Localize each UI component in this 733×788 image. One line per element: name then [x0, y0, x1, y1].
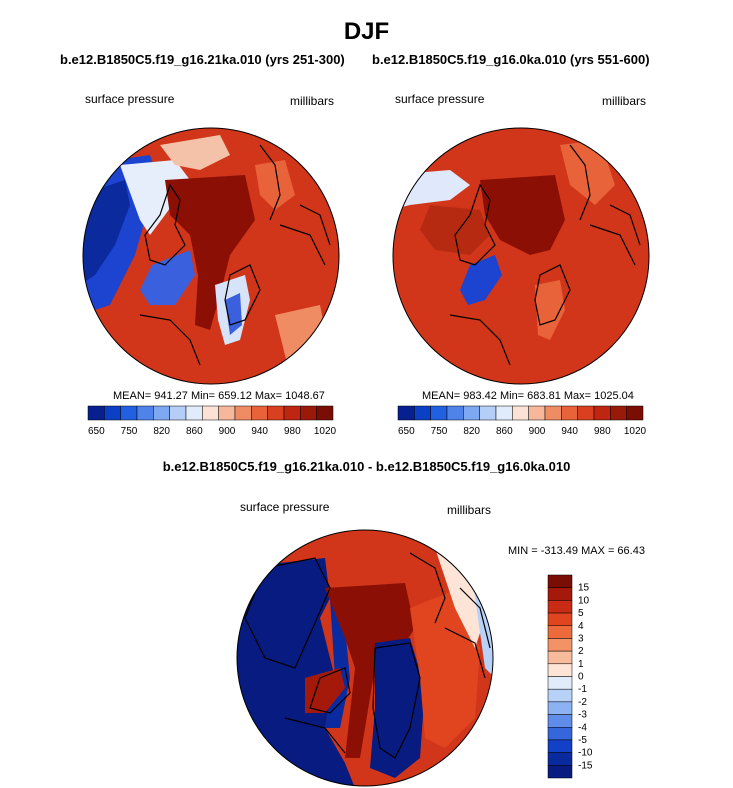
panel-2-colorbar: 650 750 820 860 900 940 980 1020: [397, 405, 647, 437]
panel-1-colorbar-box-7: [202, 405, 219, 421]
panel-1-colorbar-box-4: [153, 405, 170, 421]
panel-1-colorbar-box-6: [185, 405, 203, 421]
panel-2-colorbar-box-0: [397, 405, 415, 421]
panel-2-colorbar-box-9: [544, 405, 562, 421]
difference-colorbar-box-14: [547, 752, 573, 766]
difference-colorbar-box-2: [547, 600, 573, 614]
panel-2-colorbar-box-6: [495, 405, 513, 421]
difference-colorbar-tick-7: 0: [578, 672, 584, 683]
panel-1-colorbar-box-3: [136, 405, 154, 421]
panel-2-colorbar-tick-3: 860: [496, 426, 513, 437]
panel-1-title: b.e12.B1850C5.f19_g16.21ka.010 (yrs 251-…: [60, 52, 345, 67]
difference-colorbar-box-3: [547, 612, 573, 626]
panel-1-colorbar: 650 750 820 860 900 940 980 1020: [87, 405, 337, 437]
panel-1-colorbar-box-2: [120, 405, 138, 421]
panel-1-colorbar-tick-2: 820: [153, 426, 170, 437]
difference-colorbar-box-8: [547, 676, 573, 690]
difference-map: [236, 529, 494, 787]
difference-colorbar-box-0: [547, 574, 573, 588]
panel-2-colorbar-box-10: [561, 405, 578, 421]
difference-units-label: millibars: [447, 503, 492, 517]
panel-1-colorbar-tick-4: 900: [219, 426, 236, 437]
difference-stats: MIN = -313.49 MAX = 66.43: [508, 545, 645, 557]
panel-2-units-label: millibars: [602, 94, 647, 108]
difference-colorbar-tick-10: -3: [578, 710, 587, 721]
panel-2-colorbar-tick-6: 980: [594, 426, 611, 437]
difference-colorbar-tick-6: 1: [578, 659, 584, 670]
panel-2-colorbar-box-2: [430, 405, 448, 421]
difference-colorbar-box-7: [547, 663, 573, 677]
panel-2-colorbar-box-5: [479, 405, 497, 421]
panel-2-variable-label: surface pressure: [395, 92, 485, 106]
difference-colorbar-box-11: [547, 714, 573, 728]
difference-colorbar-tick-3: 4: [578, 621, 584, 632]
panel-1-colorbar-box-9: [234, 405, 252, 421]
difference-title: b.e12.B1850C5.f19_g16.21ka.010 - b.e12.B…: [162, 459, 571, 474]
difference-colorbar-box-1: [547, 587, 573, 601]
difference-colorbar-tick-11: -4: [578, 722, 587, 733]
panel-2-stats: MEAN= 983.42 Min= 683.81 Max= 1025.04: [422, 390, 634, 402]
panel-1-colorbar-tick-0: 650: [88, 426, 105, 437]
panel-2-colorbar-box-1: [414, 405, 431, 421]
difference-variable-label: surface pressure: [240, 500, 330, 514]
panel-2-colorbar-box-14: [626, 405, 644, 421]
panel-2-colorbar-tick-5: 940: [561, 426, 578, 437]
panel-1-colorbar-box-14: [316, 405, 334, 421]
main-title: DJF: [343, 18, 390, 45]
panel-1-colorbar-tick-3: 860: [186, 426, 203, 437]
panel-1-units-label: millibars: [290, 94, 335, 108]
difference-colorbar-tick-2: 5: [578, 608, 584, 619]
difference-colorbar-tick-5: 2: [578, 646, 584, 657]
panel-1-colorbar-tick-7: 1020: [314, 426, 337, 437]
difference-colorbar-tick-4: 3: [578, 633, 584, 644]
panel-1-colorbar-box-0: [87, 405, 105, 421]
panel-1-map: [82, 127, 340, 385]
difference-colorbar-tick-1: 10: [578, 595, 590, 606]
panel-1-colorbar-tick-5: 940: [251, 426, 268, 437]
panel-2-colorbar-tick-0: 650: [398, 426, 415, 437]
panel-2-colorbar-box-11: [577, 405, 595, 421]
panel-2-colorbar-box-13: [610, 405, 627, 421]
panel-1-colorbar-box-8: [218, 405, 236, 421]
panel-1-colorbar-box-13: [300, 405, 317, 421]
difference-colorbar-tick-9: -2: [578, 697, 587, 708]
difference-colorbar-box-12: [547, 727, 573, 741]
difference-colorbar-box-13: [547, 739, 573, 753]
difference-colorbar-tick-12: -5: [578, 735, 587, 746]
difference-colorbar-box-4: [547, 625, 573, 639]
panel-1-colorbar-box-5: [169, 405, 187, 421]
panel-1-colorbar-tick-6: 980: [284, 426, 301, 437]
difference-colorbar-box-15: [547, 765, 573, 779]
panel-2-map: [392, 127, 650, 385]
difference-colorbar-tick-14: -15: [578, 760, 593, 771]
panel-1-colorbar-box-11: [267, 405, 285, 421]
panel-2-colorbar-tick-4: 900: [529, 426, 546, 437]
panel-1-colorbar-box-10: [251, 405, 268, 421]
difference-colorbar-box-6: [547, 650, 573, 665]
difference-colorbar-tick-0: 15: [578, 583, 590, 594]
panel-1-colorbar-box-12: [283, 405, 301, 421]
panel-2-colorbar-tick-1: 750: [431, 426, 448, 437]
panel-2-colorbar-tick-2: 820: [463, 426, 480, 437]
panel-1-stats: MEAN= 941.27 Min= 659.12 Max= 1048.67: [113, 390, 325, 402]
panel-1-colorbar-box-1: [104, 405, 121, 421]
panel-2-colorbar-box-7: [512, 405, 529, 421]
panel-2-title: b.e12.B1850C5.f19_g16.0ka.010 (yrs 551-6…: [372, 52, 650, 67]
panel-2-colorbar-box-3: [446, 405, 464, 421]
panel-1-variable-label: surface pressure: [85, 92, 175, 106]
panel-1-colorbar-tick-1: 750: [121, 426, 138, 437]
difference-colorbar-tick-8: -1: [578, 684, 587, 695]
panel-2-colorbar-tick-7: 1020: [624, 426, 647, 437]
difference-colorbar-box-9: [547, 688, 573, 703]
panel-2-colorbar-box-8: [528, 405, 546, 421]
panel-2-colorbar-box-12: [593, 405, 611, 421]
difference-colorbar-box-5: [547, 638, 573, 652]
difference-colorbar-tick-13: -10: [578, 748, 593, 759]
difference-colorbar-box-10: [547, 701, 573, 715]
panel-2-colorbar-box-4: [463, 405, 480, 421]
